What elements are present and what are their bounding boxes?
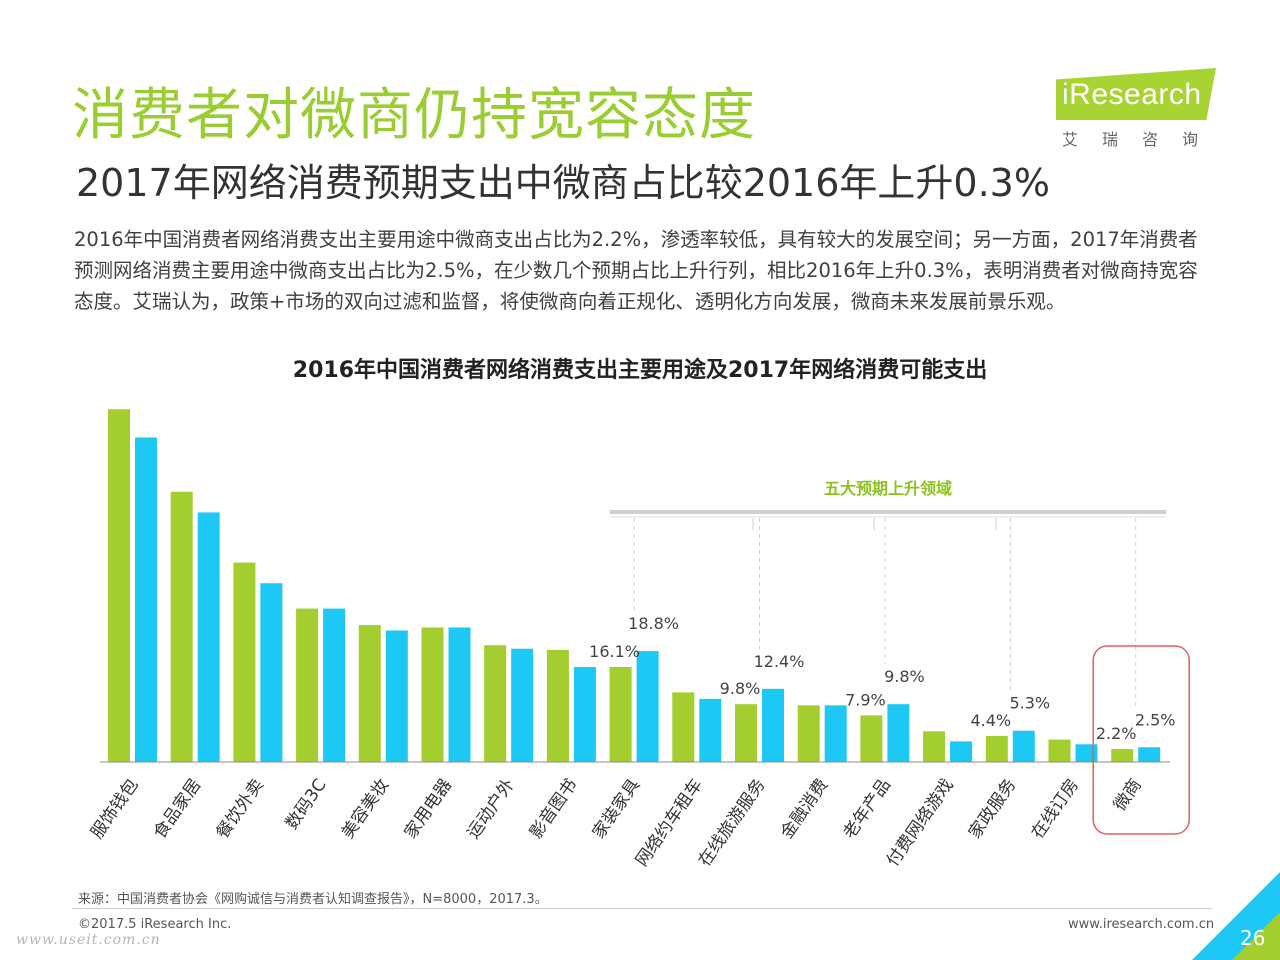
page-subtitle: 2017年网络消费预期支出中微商占比较2016年上升0.3% bbox=[76, 161, 1050, 205]
source-note: 来源：中国消费者协会《网购诚信与消费者认知调查报告》，N=8000，2017.3… bbox=[78, 892, 548, 907]
chart-title: 2016年中国消费者网络消费支出主要用途及2017年网络消费可能支出 bbox=[292, 358, 988, 383]
bar-2017-服饰钱包 bbox=[135, 437, 157, 762]
bar-2017-影音图书 bbox=[573, 667, 596, 762]
logo-wordmark: iResearch bbox=[1062, 78, 1202, 111]
data-label: 2.2% bbox=[1096, 724, 1137, 743]
bar-2017-餐饮外卖 bbox=[260, 583, 283, 762]
x-tick-label: 付费网络游戏 bbox=[883, 775, 958, 870]
data-label: 18.8% bbox=[628, 614, 679, 633]
bar-2017-食品家居 bbox=[197, 512, 220, 762]
bar-2017-老年产品 bbox=[887, 704, 910, 762]
bar-2017-家装家具 bbox=[636, 651, 659, 762]
bar-2016-餐饮外卖 bbox=[233, 562, 256, 762]
bar-2017-微商 bbox=[1138, 747, 1161, 762]
bar-2016-付费网络游戏 bbox=[923, 731, 946, 762]
watermark: www.useit.com.cn bbox=[16, 932, 161, 948]
data-label: 9.8% bbox=[884, 667, 925, 686]
bar-2017-运动户外 bbox=[511, 648, 534, 762]
data-label: 12.4% bbox=[754, 652, 805, 671]
highlight-group-label: 五大预期上升领域 bbox=[824, 479, 952, 498]
data-label: 9.8% bbox=[720, 679, 761, 698]
corner-decoration bbox=[1192, 872, 1280, 960]
website-link[interactable]: www.iresearch.com.cn bbox=[1068, 917, 1215, 932]
logo-chinese-name: 艾瑞咨询 bbox=[1062, 130, 1223, 149]
bar-2016-老年产品 bbox=[860, 715, 883, 762]
x-tick-label: 餐饮外卖 bbox=[213, 775, 268, 842]
x-tick-label: 在线订房 bbox=[1028, 775, 1083, 842]
x-tick-label: 食品家居 bbox=[150, 775, 205, 842]
bar-2016-食品家居 bbox=[170, 491, 193, 762]
bar-2017-在线旅游服务 bbox=[762, 688, 784, 762]
bar-2017-金融消费 bbox=[824, 705, 847, 762]
iresearch-logo: iResearch 艾瑞咨询 bbox=[1052, 66, 1222, 150]
bar-2016-运动户外 bbox=[484, 645, 507, 762]
data-label: 7.9% bbox=[845, 690, 886, 709]
page-number: 26 bbox=[1240, 926, 1266, 950]
data-label: 5.3% bbox=[1009, 694, 1050, 713]
x-tick-label: 数码3C bbox=[282, 775, 331, 833]
bar-2017-家用电器 bbox=[448, 627, 471, 762]
bar-2017-在线订房 bbox=[1075, 744, 1098, 762]
bar-2016-在线旅游服务 bbox=[735, 704, 757, 762]
bar-2016-微商 bbox=[1111, 749, 1134, 762]
x-tick-label: 老年产品 bbox=[840, 775, 895, 842]
bar-2016-家政服务 bbox=[985, 736, 1008, 762]
x-tick-label: 影音图书 bbox=[526, 775, 581, 842]
page-title: 消费者对微商仍持宽容态度 bbox=[72, 83, 756, 148]
bar-2016-美容美妆 bbox=[358, 625, 381, 762]
bar-2017-美容美妆 bbox=[385, 630, 408, 762]
bar-2017-付费网络游戏 bbox=[950, 741, 973, 762]
bar-2016-家用电器 bbox=[421, 627, 444, 762]
bar-2016-金融消费 bbox=[797, 705, 820, 762]
data-label: 4.4% bbox=[970, 711, 1011, 730]
x-tick-label: 服饰钱包 bbox=[87, 775, 142, 842]
bar-2017-数码3C bbox=[323, 608, 346, 762]
bar-2017-家政服务 bbox=[1012, 730, 1035, 762]
x-tick-label: 美容美妆 bbox=[338, 775, 393, 842]
x-tick-label: 家用电器 bbox=[401, 775, 456, 842]
x-tick-label: 微商 bbox=[1110, 775, 1146, 814]
bar-2016-数码3C bbox=[296, 608, 319, 762]
bar-2016-在线订房 bbox=[1048, 739, 1071, 762]
bar-2016-服饰钱包 bbox=[108, 409, 130, 762]
x-tick-label: 金融消费 bbox=[777, 775, 832, 842]
x-tick-label: 家装家具 bbox=[589, 775, 644, 842]
highlight-box-weishang bbox=[1092, 645, 1190, 835]
bar-2016-家装家具 bbox=[609, 667, 632, 762]
x-tick-label: 在线旅游服务 bbox=[695, 775, 770, 870]
copyright: ©2017.5 iResearch Inc. bbox=[78, 917, 232, 932]
bar-2016-影音图书 bbox=[546, 649, 569, 762]
x-tick-label: 家政服务 bbox=[965, 775, 1020, 842]
bar-2016-网络约车租车 bbox=[672, 692, 695, 762]
bar-2017-网络约车租车 bbox=[699, 698, 722, 762]
intro-paragraph: 2016年中国消费者网络消费支出主要用途中微商支出占比为2.2%，渗透率较低，具… bbox=[74, 228, 1198, 313]
x-tick-label: 运动户外 bbox=[463, 775, 518, 842]
data-label: 16.1% bbox=[589, 642, 640, 661]
data-label: 2.5% bbox=[1135, 710, 1176, 729]
footer-divider bbox=[72, 908, 1212, 909]
